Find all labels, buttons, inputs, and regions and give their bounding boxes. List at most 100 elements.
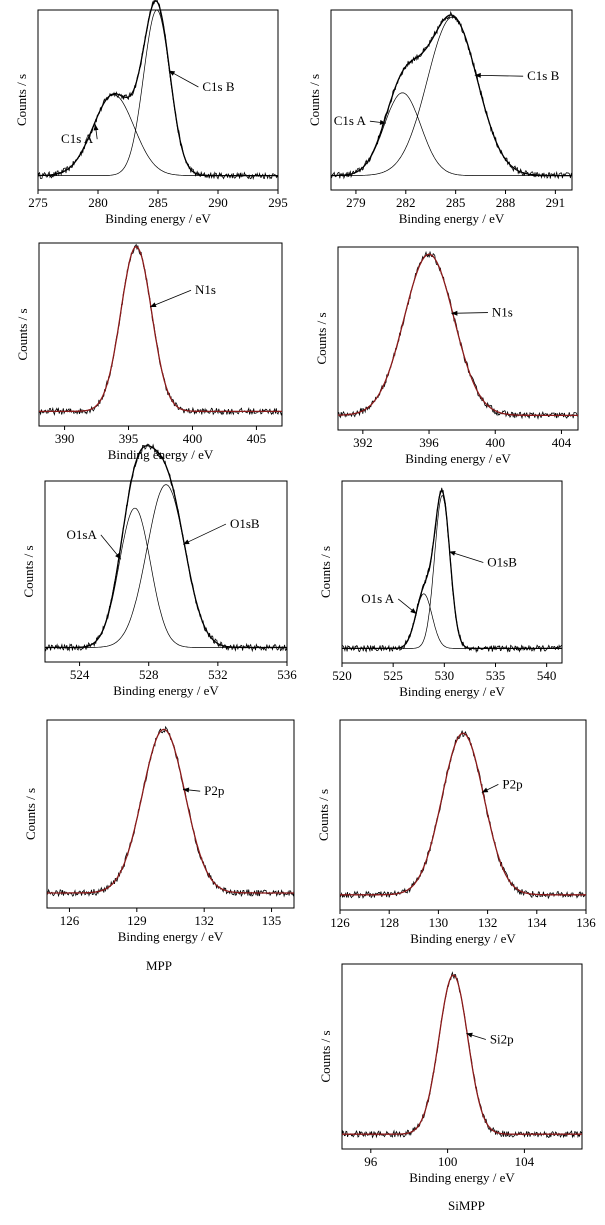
fitted-envelope-line	[342, 974, 582, 1135]
fitted-envelope-line	[337, 253, 578, 417]
peak-label: C1s A	[61, 131, 94, 146]
peak-label: O1sB	[487, 555, 517, 570]
caption-simpp: SiMPP	[448, 1198, 485, 1213]
x-axis-label: Binding energy / eV	[405, 451, 511, 466]
x-axis-label: Binding energy / eV	[399, 684, 505, 699]
fitted-envelope-line	[45, 445, 287, 649]
x-tick-label: 126	[60, 913, 80, 928]
peak-label: C1s A	[334, 113, 367, 128]
annotation-arrow	[182, 523, 227, 545]
xps-panel-6: 520 525 530 535 540 Binding energy / eV Counts…	[318, 480, 563, 699]
annotation-arrowhead	[449, 551, 456, 556]
fitted-envelope-line	[342, 490, 562, 650]
annotation-arrowhead	[466, 1032, 473, 1038]
raw-spectrum-line	[339, 730, 587, 900]
x-axis-label: Binding energy / eV	[118, 929, 224, 944]
y-axis-label: Counts / s	[21, 545, 36, 597]
raw-spectrum-line	[341, 971, 583, 1139]
xps-panel-8: 126 128 130 132 134 136 Binding energy / eV Cou…	[316, 719, 596, 946]
peak-label: P2p	[502, 776, 522, 791]
y-axis-label: Counts / s	[23, 788, 38, 840]
component-peak-curve	[331, 16, 572, 176]
x-axis-label: Binding energy / eV	[410, 931, 516, 946]
x-tick-label: 536	[277, 667, 297, 682]
x-tick-label: 404	[552, 435, 572, 450]
x-tick-label: 132	[478, 915, 498, 930]
raw-spectrum-line	[38, 243, 283, 416]
y-axis-label: Counts / s	[14, 74, 29, 126]
x-tick-label: 535	[486, 668, 506, 683]
x-tick-label: 524	[70, 667, 90, 682]
xps-panel-1: 275 280 285 290 295 Binding energy / eV Counts…	[14, 0, 288, 226]
component-peak-curve	[38, 9, 278, 176]
x-tick-label: 136	[576, 915, 596, 930]
plot-frame	[341, 480, 563, 664]
xps-panel-2: 279 282 285 288 291 Binding energy / eV Counts…	[307, 9, 573, 226]
raw-spectrum-line	[37, 0, 279, 181]
x-tick-label: 392	[353, 435, 373, 450]
x-tick-label: 528	[139, 667, 159, 682]
annotation-arrowhead	[410, 608, 417, 614]
raw-spectrum-line	[44, 443, 288, 653]
annotation-arrowhead	[182, 787, 190, 793]
y-axis-label: Counts / s	[318, 1030, 333, 1082]
x-tick-label: 540	[537, 668, 557, 683]
y-axis-label: Counts / s	[307, 74, 322, 126]
plot-frame	[341, 963, 583, 1150]
x-tick-label: 126	[330, 915, 350, 930]
peak-label: O1s A	[361, 591, 394, 606]
x-tick-label: 530	[435, 668, 455, 683]
annotation-arrowhead	[183, 539, 190, 545]
raw-spectrum-line	[342, 487, 563, 654]
peak-label: N1s	[492, 305, 513, 320]
raw-spectrum-line	[330, 10, 573, 180]
annotation-arrowhead	[481, 787, 489, 793]
peak-label: O1sA	[67, 527, 98, 542]
x-tick-label: 134	[527, 915, 547, 930]
x-tick-label: 96	[364, 1154, 378, 1169]
peak-label: P2p	[204, 783, 224, 798]
x-tick-label: 396	[419, 435, 439, 450]
peak-label: Si2p	[490, 1032, 514, 1047]
x-tick-label: 135	[262, 913, 282, 928]
plot-frame	[330, 9, 573, 191]
caption-mpp: MPP	[146, 958, 173, 973]
x-axis-label: Binding energy / eV	[113, 683, 219, 698]
x-tick-label: 132	[194, 913, 214, 928]
y-axis-label: Counts / s	[314, 312, 329, 364]
x-tick-label: 285	[148, 195, 168, 210]
x-tick-label: 130	[429, 915, 449, 930]
xps-panel-5: 524 528 532 536 Binding energy / eV Counts / …	[21, 443, 297, 698]
annotation-arrowhead	[474, 72, 481, 78]
plot-frame	[46, 719, 295, 909]
x-tick-label: 405	[247, 431, 267, 446]
annotation-arrow	[451, 312, 488, 314]
annotation-arrowhead	[451, 310, 458, 316]
x-tick-label: 390	[55, 431, 75, 446]
x-tick-label: 295	[268, 195, 288, 210]
peak-label: C1s B	[202, 79, 234, 94]
x-tick-label: 104	[515, 1154, 535, 1169]
x-tick-label: 532	[208, 667, 228, 682]
x-tick-label: 291	[546, 195, 566, 210]
x-tick-label: 288	[496, 195, 516, 210]
y-axis-label: Counts / s	[318, 546, 333, 598]
annotation-arrowhead	[150, 302, 157, 308]
y-axis-label: Counts / s	[316, 789, 331, 841]
x-tick-label: 400	[485, 435, 505, 450]
annotation-arrow	[474, 74, 524, 77]
fitted-envelope-line	[331, 14, 572, 177]
annotation-arrowhead	[168, 70, 176, 76]
x-axis-label: Binding energy / eV	[105, 211, 211, 226]
annotation-arrowhead	[93, 124, 99, 131]
y-axis-label: Counts / s	[15, 308, 30, 360]
peak-label: C1s B	[527, 68, 559, 83]
raw-spectrum-line	[337, 250, 579, 420]
x-tick-label: 279	[346, 195, 366, 210]
peak-label: N1s	[195, 282, 216, 297]
peak-label: O1sB	[230, 516, 260, 531]
plot-frame	[339, 719, 587, 911]
